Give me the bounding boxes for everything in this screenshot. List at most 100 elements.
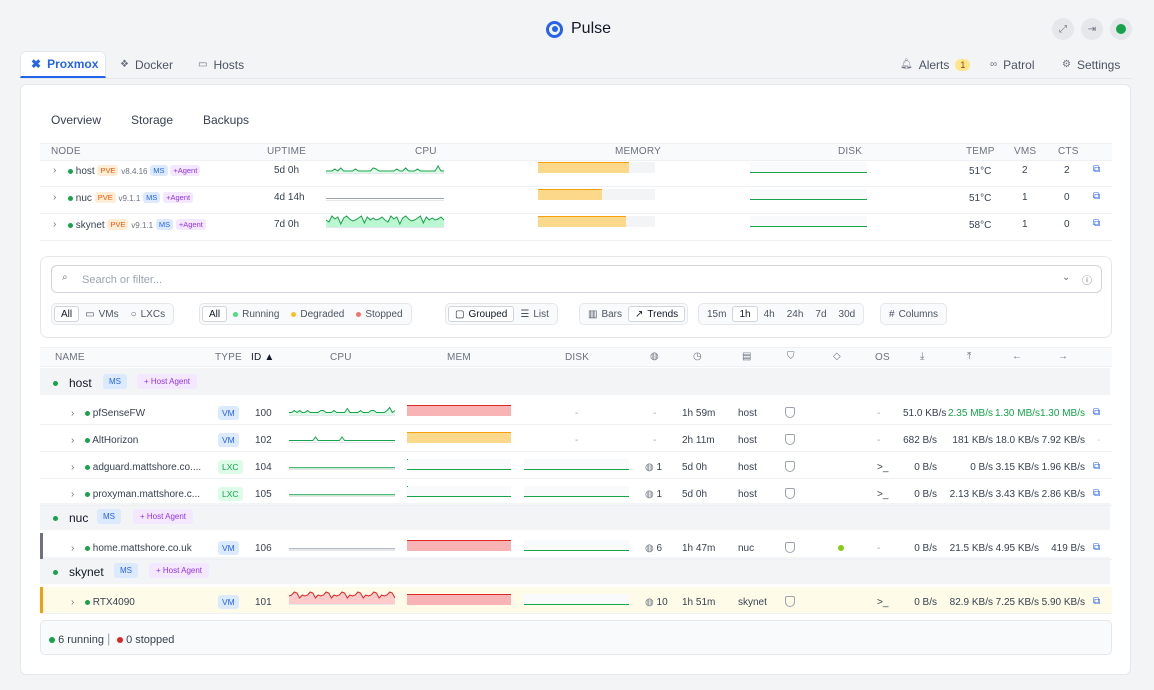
tag-column-icon[interactable]: ◇ xyxy=(833,351,841,362)
external-link-icon[interactable]: ⧉ xyxy=(1093,488,1101,499)
col-type[interactable]: TYPE xyxy=(215,352,242,363)
tab-patrol[interactable]: ∞ Patrol xyxy=(990,57,1035,72)
shield-icon xyxy=(785,596,795,610)
clock-column-icon[interactable]: ◷ xyxy=(693,351,702,362)
grouped-button[interactable]: ▢ Grouped xyxy=(448,306,515,322)
upload-column-icon[interactable]: ⤒ xyxy=(967,351,972,362)
ip-cell[interactable]: ◍ 1 xyxy=(645,462,663,473)
agent-badge: +Agent xyxy=(175,219,206,230)
host-agent-badge[interactable]: + Host Agent xyxy=(137,374,198,389)
subtab-overview[interactable]: Overview xyxy=(51,113,102,127)
range-7d[interactable]: 7d xyxy=(815,308,827,320)
node-memory-bar xyxy=(538,216,655,227)
disk-write: 21.5 KB/s xyxy=(949,543,993,554)
col-disk-guest[interactable]: DISK xyxy=(565,352,590,363)
group-header[interactable] xyxy=(40,557,1110,584)
globe-icon: ◍ xyxy=(645,543,654,554)
guest-cpu-sparkline xyxy=(289,548,395,551)
pve-badge: PVE xyxy=(97,165,119,176)
guest-name-cell[interactable]: home.mattshore.co.uk xyxy=(85,543,192,554)
expand-chevron-icon[interactable]: › xyxy=(71,489,75,500)
host-agent-badge[interactable]: + Host Agent xyxy=(133,509,194,524)
download-column-icon[interactable]: ⤓ xyxy=(920,351,925,362)
host-agent-badge[interactable]: + Host Agent xyxy=(149,563,210,578)
columns-button[interactable]: # Columns xyxy=(889,308,939,320)
net-out-column-icon[interactable]: → xyxy=(1058,351,1069,362)
expand-chevron-icon[interactable]: › xyxy=(71,435,75,446)
filter-all-types[interactable]: All xyxy=(54,306,80,322)
col-id[interactable]: ID ▲ xyxy=(251,352,275,363)
external-link-icon[interactable]: ⧉ xyxy=(1093,461,1101,472)
ip-cell[interactable]: ◍ 10 xyxy=(645,597,668,608)
globe-column-icon[interactable]: ◍ xyxy=(650,351,659,362)
external-link-icon[interactable]: ⧉ xyxy=(1093,218,1101,229)
external-link-icon[interactable]: ⧉ xyxy=(1093,191,1101,202)
external-link-icon[interactable]: ⧉ xyxy=(1093,407,1101,418)
terminal-icon: >_ xyxy=(877,597,889,608)
range-15m[interactable]: 15m xyxy=(707,308,727,320)
ip-cell[interactable]: ◍ 6 xyxy=(645,543,663,554)
stopped-count: 0 stopped xyxy=(117,634,174,646)
chevron-down-icon[interactable]: ⌄ xyxy=(1062,272,1071,283)
guest-disk-bar xyxy=(524,486,629,497)
tab-docker[interactable]: ❖ Docker xyxy=(120,57,173,72)
shield-column-icon[interactable]: ⛉ xyxy=(787,351,795,362)
expand-chevron-icon[interactable]: › xyxy=(53,165,57,176)
filter-vms[interactable]: ▭ VMs xyxy=(85,308,119,320)
group-header[interactable] xyxy=(40,368,1110,395)
expand-chevron-icon[interactable]: › xyxy=(53,192,57,203)
expand-chevron-icon[interactable]: › xyxy=(71,597,75,608)
list-button[interactable]: ☰ List xyxy=(520,308,549,320)
expand-chevron-icon[interactable]: › xyxy=(53,219,57,230)
guest-node: host xyxy=(738,462,757,473)
range-30d[interactable]: 30d xyxy=(838,308,856,320)
guest-name-cell[interactable]: adguard.mattshore.co.... xyxy=(85,462,201,473)
subtab-backups[interactable]: Backups xyxy=(203,113,250,127)
filter-all-status[interactable]: All xyxy=(202,306,228,322)
tab-settings[interactable]: ⚙ Settings xyxy=(1062,57,1121,72)
expand-chevron-icon[interactable]: › xyxy=(71,462,75,473)
external-link-icon[interactable]: ⧉ xyxy=(1093,164,1101,175)
node-temp: 51°C xyxy=(969,193,992,204)
server-column-icon[interactable]: ▤ xyxy=(742,351,752,362)
guest-name-cell[interactable]: AltHorizon xyxy=(85,435,138,446)
version-label: v8.4.16 xyxy=(121,167,148,176)
col-node: NODE xyxy=(51,146,81,157)
expand-icon[interactable]: ⤢ xyxy=(1052,18,1074,40)
range-4h[interactable]: 4h xyxy=(763,308,775,320)
guest-name-cell[interactable]: pfSenseFW xyxy=(85,408,145,419)
expand-chevron-icon[interactable]: › xyxy=(71,543,75,554)
subtab-storage[interactable]: Storage xyxy=(131,113,174,127)
expand-chevron-icon[interactable]: › xyxy=(71,408,75,419)
guest-name-cell[interactable]: RTX4090 xyxy=(85,597,135,608)
range-1h[interactable]: 1h xyxy=(732,306,758,322)
guest-mem-bar xyxy=(407,594,511,605)
filter-degraded[interactable]: Degraded xyxy=(285,306,350,322)
filter-running[interactable]: Running xyxy=(227,306,285,322)
col-mem[interactable]: MEM xyxy=(447,352,471,363)
range-24h[interactable]: 24h xyxy=(786,308,804,320)
search-input[interactable]: ⌕ Search or filter... ⌄ ⓘ xyxy=(51,265,1102,293)
disk-write: 82.9 KB/s xyxy=(949,597,993,608)
col-name[interactable]: NAME xyxy=(55,352,85,363)
external-link-icon[interactable]: ⧉ xyxy=(1093,542,1101,553)
external-link-icon[interactable]: ⧉ xyxy=(1093,596,1101,607)
col-os[interactable]: OS xyxy=(875,352,890,363)
tab-proxmox[interactable]: ✖ Proxmox xyxy=(20,51,106,78)
tab-hosts[interactable]: ▭ Hosts xyxy=(198,57,245,72)
group-header[interactable] xyxy=(40,503,1110,530)
logout-icon[interactable]: ⇥ xyxy=(1081,18,1103,40)
guest-mem-bar xyxy=(407,405,511,416)
trends-button[interactable]: ↗ Trends xyxy=(628,306,686,322)
col-cpu-guest[interactable]: CPU xyxy=(330,352,352,363)
net-in-column-icon[interactable]: ← xyxy=(1012,351,1023,362)
ip-cell[interactable]: ◍ 1 xyxy=(645,489,663,500)
filter-stopped[interactable]: Stopped xyxy=(350,306,408,322)
bars-button[interactable]: ▥ Bars xyxy=(588,308,623,320)
running-count: 6 running xyxy=(49,634,104,646)
guest-name-cell[interactable]: proxyman.mattshore.c... xyxy=(85,489,200,500)
filter-lxcs[interactable]: ○ LXCs xyxy=(130,308,166,320)
info-icon[interactable]: ⓘ xyxy=(1082,276,1092,287)
col-memory: MEMORY xyxy=(615,146,662,157)
tab-alerts[interactable]: 🔔︎ Alerts 1 xyxy=(890,51,980,78)
